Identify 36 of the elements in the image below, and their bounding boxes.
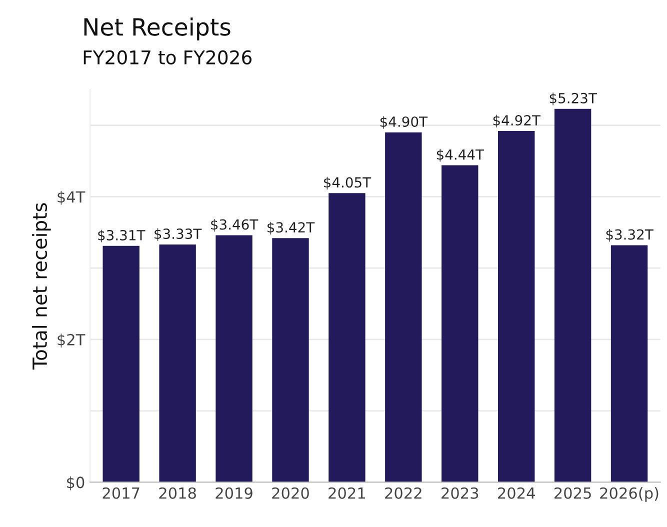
data-label: $5.23T [550,92,597,106]
data-label: $4.05T [324,176,372,190]
y-tick-label: $0 [67,476,84,490]
y-tick-label: $4T [58,190,86,205]
chart-title: Net Receipts [84,18,230,40]
x-tick-label: 2019 [216,487,252,499]
data-label: $3.32T [606,228,654,242]
x-tick-label: 2020 [272,487,309,499]
x-tick-label: 2023 [442,487,478,499]
y-tick-label: $2T [58,334,86,348]
data-label: $3.42T [268,222,315,234]
chart-subtitle: FY2017 to FY2026 [84,50,252,64]
data-label: $4.90T [380,116,428,129]
x-tick-label: 2018 [159,487,196,499]
data-label: $4.92T [493,114,541,128]
x-tick-label: 2024 [498,487,535,499]
x-tick-label: 2021 [328,487,365,499]
bar [159,244,196,482]
bar [385,132,422,482]
data-label: $3.31T [98,230,146,242]
x-tick-label: 2026(p) [600,487,658,502]
bar [610,245,648,482]
data-label: $4.44T [436,149,484,162]
x-tick-label: 2025 [554,487,591,499]
y-axis-title: Total net receipts [32,203,51,370]
bar [498,130,535,482]
x-tick-label: 2017 [102,487,140,499]
data-label: $3.33T [154,228,202,241]
bar [272,238,309,482]
bar [328,193,366,482]
bar [216,235,252,482]
bar [554,108,592,482]
data-label: $3.46T [211,218,258,232]
bar [442,165,478,482]
x-tick-label: 2022 [385,487,422,499]
bar [102,246,140,482]
